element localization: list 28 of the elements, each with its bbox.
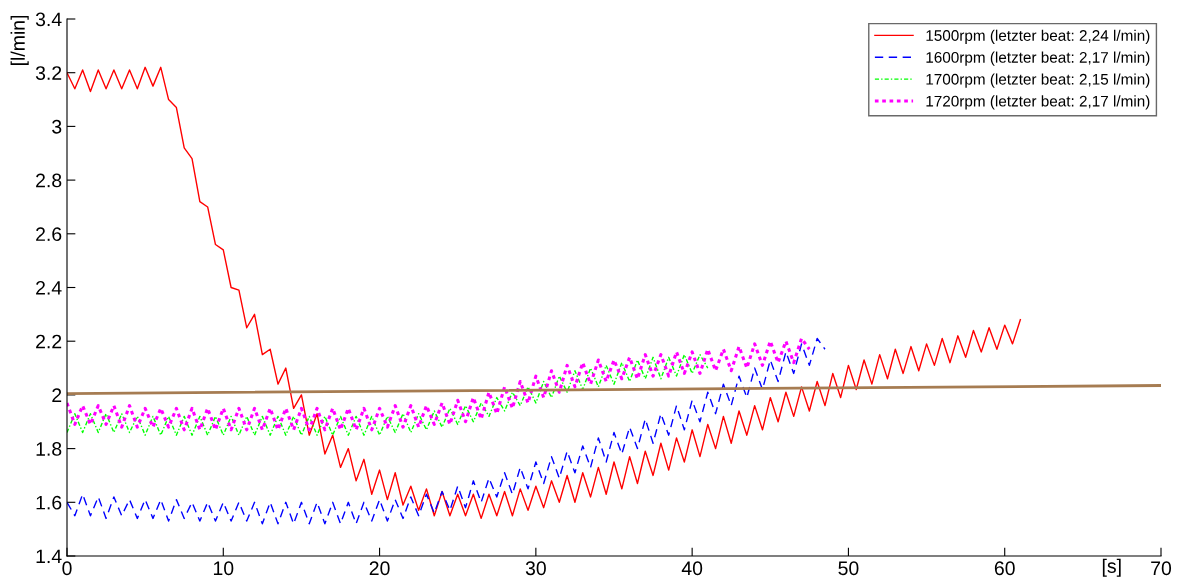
y-tick-label: 2.4 bbox=[36, 280, 62, 295]
y-tick-label: 2.8 bbox=[36, 173, 62, 188]
y-tick-label: 3.2 bbox=[35, 66, 62, 80]
legend-label: 1700rpm (letzter beat: 2,15 l/min) bbox=[926, 73, 1150, 88]
line-series bbox=[67, 353, 709, 436]
x-tick-label: 30 bbox=[525, 561, 546, 576]
y-tick-label: 2 bbox=[52, 388, 62, 402]
x-tick-label: 0 bbox=[62, 561, 72, 576]
y-tick-label: 1.6 bbox=[36, 495, 62, 510]
y-tick-label: 2.6 bbox=[36, 227, 62, 242]
x-tick-label: 70 bbox=[1151, 561, 1172, 576]
line-series bbox=[67, 337, 826, 525]
x-tick-label: 50 bbox=[838, 561, 859, 576]
line-series bbox=[67, 336, 811, 432]
y-axis-title: [l/min] bbox=[10, 15, 29, 66]
y-tick-label: 2.2 bbox=[36, 334, 62, 349]
y-tick-label: 3.4 bbox=[35, 12, 62, 27]
x-axis-title: [s] bbox=[1102, 558, 1121, 577]
legend-label: 1720rpm (letzter beat: 2,17 l/min) bbox=[926, 95, 1150, 110]
x-tick-label: 10 bbox=[213, 561, 234, 576]
legend-label: 1600rpm (letzter beat: 2,17 l/min) bbox=[926, 51, 1150, 66]
x-tick-label: 60 bbox=[994, 561, 1015, 576]
x-tick-label: 40 bbox=[681, 561, 703, 576]
y-tick-label: 3 bbox=[52, 119, 62, 134]
y-tick-label: 1.8 bbox=[36, 442, 62, 456]
y-tick-label: 1.4 bbox=[36, 549, 62, 564]
x-tick-label: 20 bbox=[369, 561, 390, 576]
legend-label: 1500rpm (letzter beat: 2,24 l/min) bbox=[926, 29, 1150, 44]
